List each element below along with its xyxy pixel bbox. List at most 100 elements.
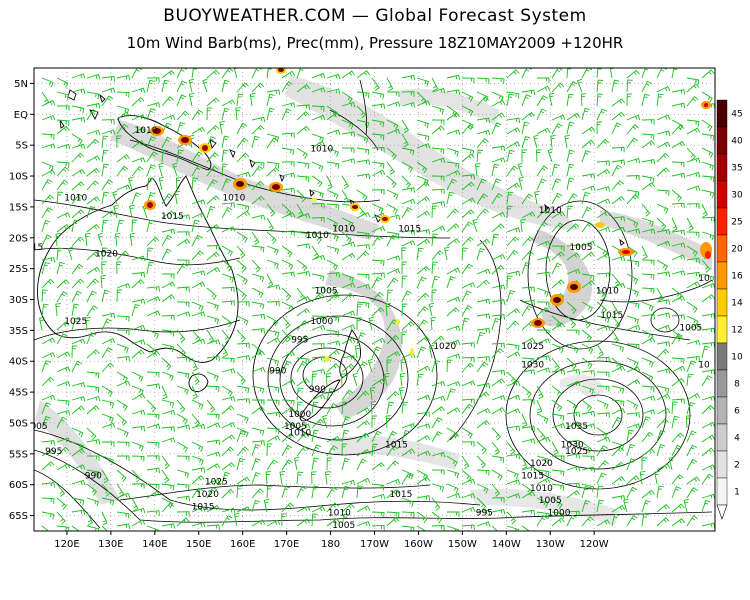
wind-barb bbox=[461, 469, 472, 482]
wind-barb bbox=[356, 505, 371, 513]
wind-barb bbox=[596, 427, 608, 439]
wind-barb bbox=[71, 396, 86, 402]
wind-barb bbox=[356, 458, 368, 471]
wind-barb bbox=[671, 518, 685, 527]
wind-barb bbox=[386, 430, 398, 443]
wind-barb bbox=[356, 173, 371, 179]
wind-barb bbox=[56, 381, 71, 387]
wind-barb bbox=[521, 455, 528, 470]
wind-barb bbox=[311, 343, 325, 349]
wind-barb bbox=[176, 214, 191, 220]
wind-barb bbox=[296, 147, 308, 159]
wind-barb bbox=[322, 414, 328, 429]
wind-barb bbox=[341, 70, 356, 79]
wind-barb bbox=[476, 327, 490, 334]
wind-barb bbox=[506, 380, 521, 387]
wind-barb bbox=[56, 291, 68, 303]
wind-barb bbox=[386, 147, 397, 160]
wind-barb bbox=[371, 378, 386, 387]
wind-barb bbox=[446, 161, 460, 169]
wind-barb bbox=[491, 455, 505, 463]
wind-barb bbox=[566, 205, 574, 219]
colorbar-label: 10 bbox=[731, 353, 743, 363]
wind-barbs bbox=[39, 68, 715, 531]
wind-barb bbox=[581, 370, 595, 376]
wind-barb bbox=[176, 301, 190, 308]
wind-barb bbox=[296, 360, 308, 373]
wind-barb bbox=[71, 88, 86, 94]
wind-barb bbox=[206, 107, 213, 121]
wind-barb bbox=[536, 399, 543, 414]
wind-barb bbox=[101, 385, 113, 397]
isobar-label: 1020 bbox=[433, 342, 456, 352]
wind-barb bbox=[356, 244, 370, 250]
precip-band bbox=[330, 435, 460, 470]
wind-barb bbox=[101, 337, 116, 345]
wind-barb bbox=[371, 189, 385, 195]
wind-barb bbox=[641, 431, 654, 443]
wind-barb bbox=[476, 279, 490, 289]
wind-barb bbox=[100, 275, 107, 289]
wind-barb bbox=[86, 395, 101, 402]
wind-barb bbox=[371, 307, 385, 317]
wind-barb bbox=[656, 85, 671, 93]
wind-barb bbox=[461, 524, 475, 531]
wind-barb bbox=[626, 301, 640, 309]
wind-barb bbox=[476, 521, 491, 527]
wind-barb bbox=[71, 290, 83, 303]
wind-barb bbox=[416, 133, 430, 142]
wind-barb bbox=[56, 483, 66, 497]
colorbar-swatch bbox=[716, 126, 728, 155]
wind-barb bbox=[251, 519, 266, 527]
isobar-label: 1010 bbox=[306, 231, 329, 241]
wind-barb bbox=[386, 119, 399, 131]
wind-barb bbox=[341, 231, 352, 244]
wind-barb bbox=[431, 405, 445, 415]
wind-barb bbox=[626, 228, 641, 235]
isobar-line bbox=[34, 319, 241, 341]
wind-barb bbox=[56, 416, 68, 429]
wind-barb bbox=[146, 467, 161, 474]
wind-barb bbox=[686, 83, 700, 93]
wind-barb bbox=[191, 109, 204, 121]
wind-barb bbox=[41, 448, 56, 457]
wind-barb bbox=[566, 421, 581, 429]
wind-barb bbox=[416, 161, 428, 174]
wind-barb bbox=[131, 127, 146, 135]
wind-barb bbox=[236, 476, 251, 485]
wind-barb bbox=[206, 287, 217, 300]
wind-barb bbox=[131, 165, 144, 177]
wind-barb bbox=[176, 413, 188, 425]
wind-barb bbox=[671, 357, 685, 364]
wind-barb bbox=[146, 423, 161, 430]
wind-barb bbox=[146, 247, 154, 261]
wind-barb bbox=[41, 278, 55, 289]
wind-barb bbox=[491, 253, 506, 261]
wind-barb bbox=[536, 367, 551, 373]
wind-barb bbox=[266, 161, 280, 169]
wind-barb bbox=[566, 411, 581, 418]
wind-barb bbox=[461, 403, 474, 415]
wind-barb bbox=[161, 523, 176, 529]
wind-barb bbox=[56, 119, 70, 126]
wind-barb bbox=[146, 177, 154, 191]
wind-barb bbox=[371, 483, 385, 491]
wind-barb bbox=[431, 483, 445, 493]
wind-barb bbox=[311, 401, 319, 415]
wind-barb bbox=[281, 161, 295, 167]
new-zealand-south bbox=[299, 379, 341, 422]
wind-barb bbox=[641, 119, 655, 125]
wind-barb bbox=[161, 385, 168, 400]
wind-barb bbox=[506, 289, 516, 303]
wind-barb bbox=[281, 108, 292, 121]
isobar-line bbox=[449, 239, 502, 441]
wind-barb bbox=[116, 492, 131, 499]
wind-barb bbox=[431, 105, 445, 115]
wind-barb bbox=[131, 68, 143, 79]
wind-barb bbox=[536, 108, 547, 121]
wind-barb bbox=[236, 171, 251, 178]
wind-barb bbox=[311, 373, 318, 387]
wind-barb bbox=[41, 261, 51, 275]
lon-label: 130E bbox=[98, 539, 123, 550]
wind-barb bbox=[701, 283, 715, 289]
